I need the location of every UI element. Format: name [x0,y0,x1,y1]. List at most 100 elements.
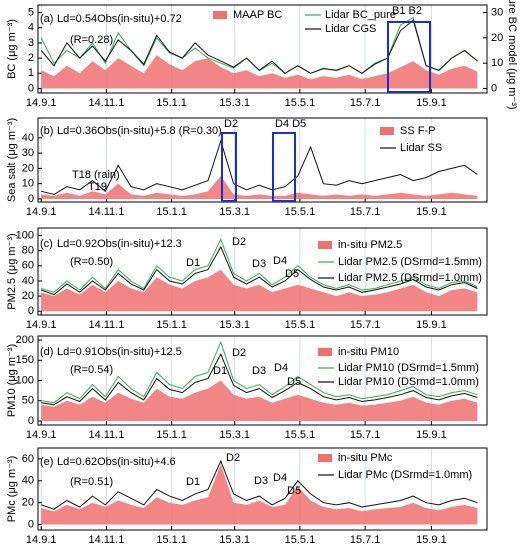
annotation: D3 [254,475,268,487]
y-tick-label: 0 [28,415,34,427]
y2-axis-label: Pure BC model (μg m⁻³) [506,0,518,110]
y-tick-label: 10 [22,178,34,190]
x-tick-label: 15.3.1 [219,97,250,109]
legend-label: in-situ PM10 [338,346,399,358]
y-tick-label: 3 [28,37,34,49]
annotation: D5 [285,268,299,280]
legend-swatch [380,127,394,135]
annotation: D5 [287,485,301,497]
annotation: D4 [273,472,287,484]
x-tick-label: 14.11.1 [88,206,124,218]
y-tick-label: 2 [28,52,34,64]
legend-label: Lidar SS [400,142,442,154]
y-tick-label: 80 [22,245,34,257]
panel: 14.9.1 14.11.1 15.1.1 15.3.1 15.5.1 15.7.1 15.… [6,117,488,218]
x-tick-label: 14.9.1 [26,429,57,441]
y-tick-label: 1 [28,67,34,79]
y-tick-label: 60 [22,260,34,272]
legend-label: in-situ PM2.5 [338,239,402,251]
x-tick-label: 15.7.1 [350,97,381,109]
x-tick-label: 15.1.1 [156,319,187,331]
legend-label: Lidar PM10 (DSrmd=1.0mm) [338,376,479,388]
y-tick-label: 0 [28,518,34,530]
annotation: D4 [274,362,288,374]
panel-label: (c) [40,238,53,250]
plot-frame [37,4,488,94]
annotation: Ld=0.62Obs(in-situ)+4.6 [57,456,176,468]
annotation: D2 [226,452,240,464]
panel: 14.9.1 14.11.1 15.1.1 15.3.1 15.5.1 15.7.1 15.… [6,227,488,331]
annotation: (R=0.28) [70,34,113,46]
panel: 14.9.1 14.11.1 15.1.1 15.3.1 15.5.1 15.7.1 15.… [6,334,488,441]
highlight-box [221,132,237,202]
legend-label: SS F-P [400,125,435,137]
plot-frame [37,227,488,316]
panel-label: (b) [40,125,53,137]
y-tick-label: 60 [22,453,34,465]
plot-frame [37,335,488,426]
x-tick-label: 15.5.1 [285,429,316,441]
annotation: T18 (rain) [72,169,120,181]
legend-label: Lidar PM2.5 (DSrmd=1.5mm) [338,256,482,268]
x-tick-label: 15.3.1 [219,206,250,218]
y-axis-label: PM2.5 (μg m⁻³) [6,233,18,309]
x-tick-label: 14.11.1 [88,97,124,109]
y2-tick-label: 10 [491,57,503,69]
y-tick-label: 30 [22,147,34,159]
x-tick-label: 15.7.1 [350,534,381,546]
annotation: Ld=0.36Obs(in-situ)+5.8 (R=0.30) [57,125,222,137]
legend-label: Lidar PM2.5 (DSrmd=1.0mm) [338,272,482,284]
y-tick-label: 40 [22,475,34,487]
x-tick-label: 15.9.1 [416,319,447,331]
panel-label: (e) [40,456,53,468]
legend-label: MAAP BC [233,9,282,21]
y-tick-label: 40 [22,132,34,144]
y-tick-label: 200 [16,334,34,346]
annotation: D1 [186,476,200,488]
x-tick-label: 15.5.1 [285,206,316,218]
line [41,340,478,404]
area [41,380,478,421]
plot-frame [37,117,488,203]
y-axis-label: Sea salt (μg m⁻³) [6,118,18,202]
line [41,245,478,296]
x-tick-label: 15.5.1 [285,534,316,546]
y-tick-label: 150 [16,354,34,366]
legend-swatch [318,241,332,249]
y-axis-label: PMc (μg m⁻³) [6,456,18,523]
highlight-box [387,21,431,93]
x-tick-label: 15.1.1 [156,534,187,546]
x-tick-label: 15.1.1 [156,429,187,441]
y-tick-label: 5 [28,6,34,18]
plot-frame [37,447,488,531]
x-tick-label: 15.5.1 [285,97,316,109]
x-tick-label: 15.1.1 [156,97,187,109]
legend-label: Lidar PM10 (DSrmd=1.5mm) [338,362,479,374]
y-tick-label: 0 [28,82,34,94]
x-tick-label: 15.7.1 [350,206,381,218]
annotation: (R=0.54) [70,364,113,376]
annotation: Ld=0.91Obs(in-situ)+12.5 [57,346,182,358]
y-tick-label: 50 [22,395,34,407]
annotation: D2 [224,118,238,130]
annotation: (R=0.51) [70,476,113,488]
area [41,464,478,525]
y-axis-label: PM10 (μg m⁻³) [6,344,18,417]
y-tick-label: 0 [28,305,34,317]
legend-swatch [318,454,332,462]
legend-label: Lidar CGS [325,23,376,35]
legend-label: Lidar BC_pure [325,9,396,21]
x-tick-label: 15.9.1 [416,429,447,441]
annotation: T19 [88,181,107,193]
annotation: D5 [287,376,301,388]
x-tick-label: 15.7.1 [350,319,381,331]
x-tick-label: 15.3.1 [219,429,250,441]
x-tick-label: 15.3.1 [219,319,250,331]
line [41,459,478,510]
y-tick-label: 20 [22,497,34,509]
y-tick-label: 100 [16,374,34,386]
legend-label: in-situ PMc [338,452,393,464]
annotation: (R=0.50) [70,256,113,268]
annotation: D2 [232,347,246,359]
